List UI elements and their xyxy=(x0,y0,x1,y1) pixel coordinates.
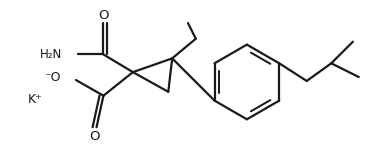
Text: ⁻O: ⁻O xyxy=(44,71,60,83)
Text: K⁺: K⁺ xyxy=(27,93,42,106)
Text: O: O xyxy=(98,9,109,22)
Text: H₂N: H₂N xyxy=(40,48,62,61)
Text: O: O xyxy=(89,131,100,143)
